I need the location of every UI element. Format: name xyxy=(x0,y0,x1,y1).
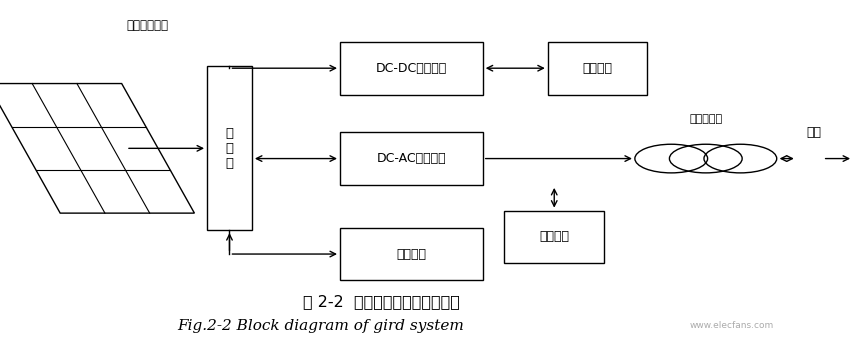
Text: 直流负载: 直流负载 xyxy=(583,62,612,75)
Text: 交流负载: 交流负载 xyxy=(540,231,569,243)
Bar xyxy=(504,211,604,264)
Bar xyxy=(339,132,483,185)
Text: DC-AC逆变电路: DC-AC逆变电路 xyxy=(377,152,446,165)
Text: Fig.2-2 Block diagram of gird system: Fig.2-2 Block diagram of gird system xyxy=(177,318,464,333)
Text: www.elecfans.com: www.elecfans.com xyxy=(689,321,774,330)
Text: 光伏电池阵列: 光伏电池阵列 xyxy=(126,19,168,32)
Text: 蓄电池组: 蓄电池组 xyxy=(397,248,426,261)
Polygon shape xyxy=(0,84,194,213)
Text: 工频变压器: 工频变压器 xyxy=(689,114,722,124)
Text: DC-DC转换电路: DC-DC转换电路 xyxy=(376,62,447,75)
Bar xyxy=(547,42,648,94)
Text: 控
制
器: 控 制 器 xyxy=(225,127,234,170)
Text: 电网: 电网 xyxy=(806,127,822,139)
Text: 图 2-2  并网发电系统的结构框图: 图 2-2 并网发电系统的结构框图 xyxy=(302,294,460,309)
Bar xyxy=(207,66,252,230)
Bar xyxy=(339,42,483,94)
Bar xyxy=(339,228,483,280)
